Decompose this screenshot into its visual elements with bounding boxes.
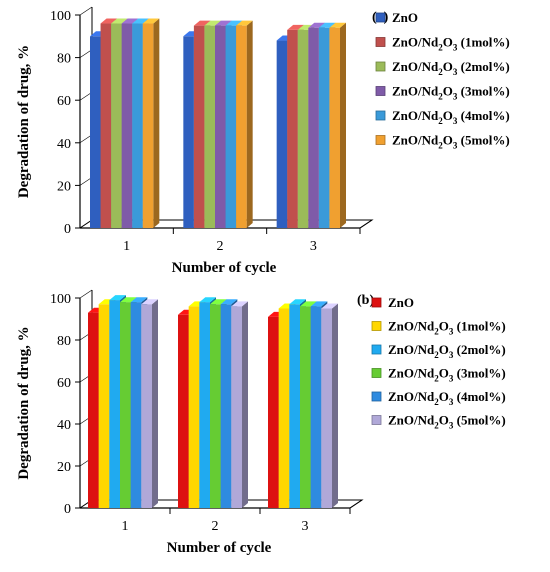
y-tick-label: 100 (50, 9, 71, 24)
x-axis-label: Number of cycle (167, 540, 272, 556)
y-axis: 0 20 40 60 80 100 (50, 6, 93, 237)
chart-panel-b: 0 20 40 60 80 100 1 2 3 Degradation of drug, % Num… (16, 289, 506, 556)
legend-item: ZnO/Nd2O3 (3mol%) (375, 84, 510, 102)
y-tick-label: 0 (64, 502, 71, 517)
legend-item: ZnO/Nd2O3 (5mol%) (375, 133, 510, 151)
panel-label: (b) (357, 293, 374, 308)
legend-item: ZnO/Nd2O3 (2mol%) (375, 59, 510, 77)
legend-swatch (375, 12, 386, 23)
bar (329, 22, 346, 229)
legend-label: ZnO/Nd2O3 (3mol%) (388, 366, 506, 384)
x-tick-label: 3 (310, 239, 317, 254)
y-tick-label: 0 (64, 222, 71, 237)
legend-label: ZnO/Nd2O3 (3mol%) (392, 84, 510, 102)
legend-item: ZnO/Nd2O3 (2mol%) (371, 342, 506, 360)
bar (141, 299, 158, 508)
legend-swatch (371, 415, 382, 425)
y-tick-label: 40 (57, 137, 71, 152)
bar (236, 20, 253, 229)
legend-swatch (375, 61, 386, 72)
y-tick-label: 60 (57, 376, 71, 391)
legend-label: ZnO/Nd2O3 (2mol%) (392, 59, 510, 77)
legend-item: ZnO (375, 10, 418, 25)
legend-swatch (375, 110, 386, 121)
x-axis: 1 2 3 (80, 507, 351, 534)
x-tick-label: 3 (302, 519, 309, 534)
bar (142, 18, 160, 228)
legend-label: ZnO/Nd2O3 (1mol%) (392, 35, 510, 53)
y-tick-label: 60 (57, 94, 71, 109)
legend-label: ZnO/Nd2O3 (4mol%) (388, 389, 506, 407)
x-axis-label: Number of cycle (172, 260, 277, 276)
legend-swatch (371, 297, 382, 308)
x-tick-label: 2 (212, 519, 219, 534)
legend-item: ZnO/Nd2O3 (1mol%) (371, 319, 506, 337)
legend-swatch (371, 368, 382, 378)
legend-label: ZnO/Nd2O3 (1mol%) (388, 319, 506, 337)
bar (231, 301, 248, 508)
legend-label: ZnO (392, 10, 418, 25)
legend-swatch (375, 135, 386, 145)
y-axis-label: Degradation of drug, % (16, 45, 32, 198)
legend-label: ZnO (388, 295, 414, 310)
y-tick-label: 20 (57, 179, 71, 194)
legend-item: ZnO/Nd2O3 (4mol%) (371, 389, 506, 407)
x-axis: 1 2 3 (80, 227, 361, 254)
legend-swatch (375, 37, 386, 47)
legend-item: ZnO/Nd2O3 (4mol%) (375, 108, 510, 126)
legend-swatch (371, 391, 382, 402)
legend-swatch (371, 344, 382, 355)
legend-swatch (375, 86, 386, 96)
x-tick-label: 2 (217, 239, 224, 254)
y-tick-label: 40 (57, 418, 71, 433)
bar (321, 303, 338, 508)
y-tick-label: 80 (57, 334, 71, 349)
y-tick-label: 80 (57, 52, 71, 67)
y-tick-label: 100 (50, 292, 71, 307)
legend-label: ZnO/Nd2O3 (4mol%) (392, 108, 510, 126)
legend: ZnO ZnO/Nd2O3 (1mol%) ZnO/Nd2O3 (2mol%) ZnO… (375, 10, 510, 151)
legend-swatch (371, 321, 382, 331)
bars (90, 18, 346, 229)
x-tick-label: 1 (123, 239, 130, 254)
bars (88, 295, 338, 508)
legend-item: ZnO/Nd2O3 (3mol%) (371, 366, 506, 384)
legend: ZnO ZnO/Nd2O3 (1mol%) ZnO/Nd2O3 (2mol%) ZnO… (371, 295, 506, 431)
y-tick-label: 20 (57, 460, 71, 475)
legend-item: ZnO (371, 295, 414, 310)
legend-label: ZnO/Nd2O3 (5mol%) (388, 413, 506, 431)
legend-item: ZnO/Nd2O3 (5mol%) (371, 413, 506, 431)
y-axis: 0 20 40 60 80 100 (50, 289, 93, 517)
legend-label: ZnO/Nd2O3 (5mol%) (392, 133, 510, 151)
legend-item: ZnO/Nd2O3 (1mol%) (375, 35, 510, 53)
chart-panel-a: 0 20 40 60 80 100 1 2 3 Degradation of drug, % Num… (16, 6, 510, 276)
legend-label: ZnO/Nd2O3 (2mol%) (388, 342, 506, 360)
x-tick-label: 1 (122, 519, 129, 534)
y-axis-label: Degradation of drug, % (16, 326, 32, 479)
